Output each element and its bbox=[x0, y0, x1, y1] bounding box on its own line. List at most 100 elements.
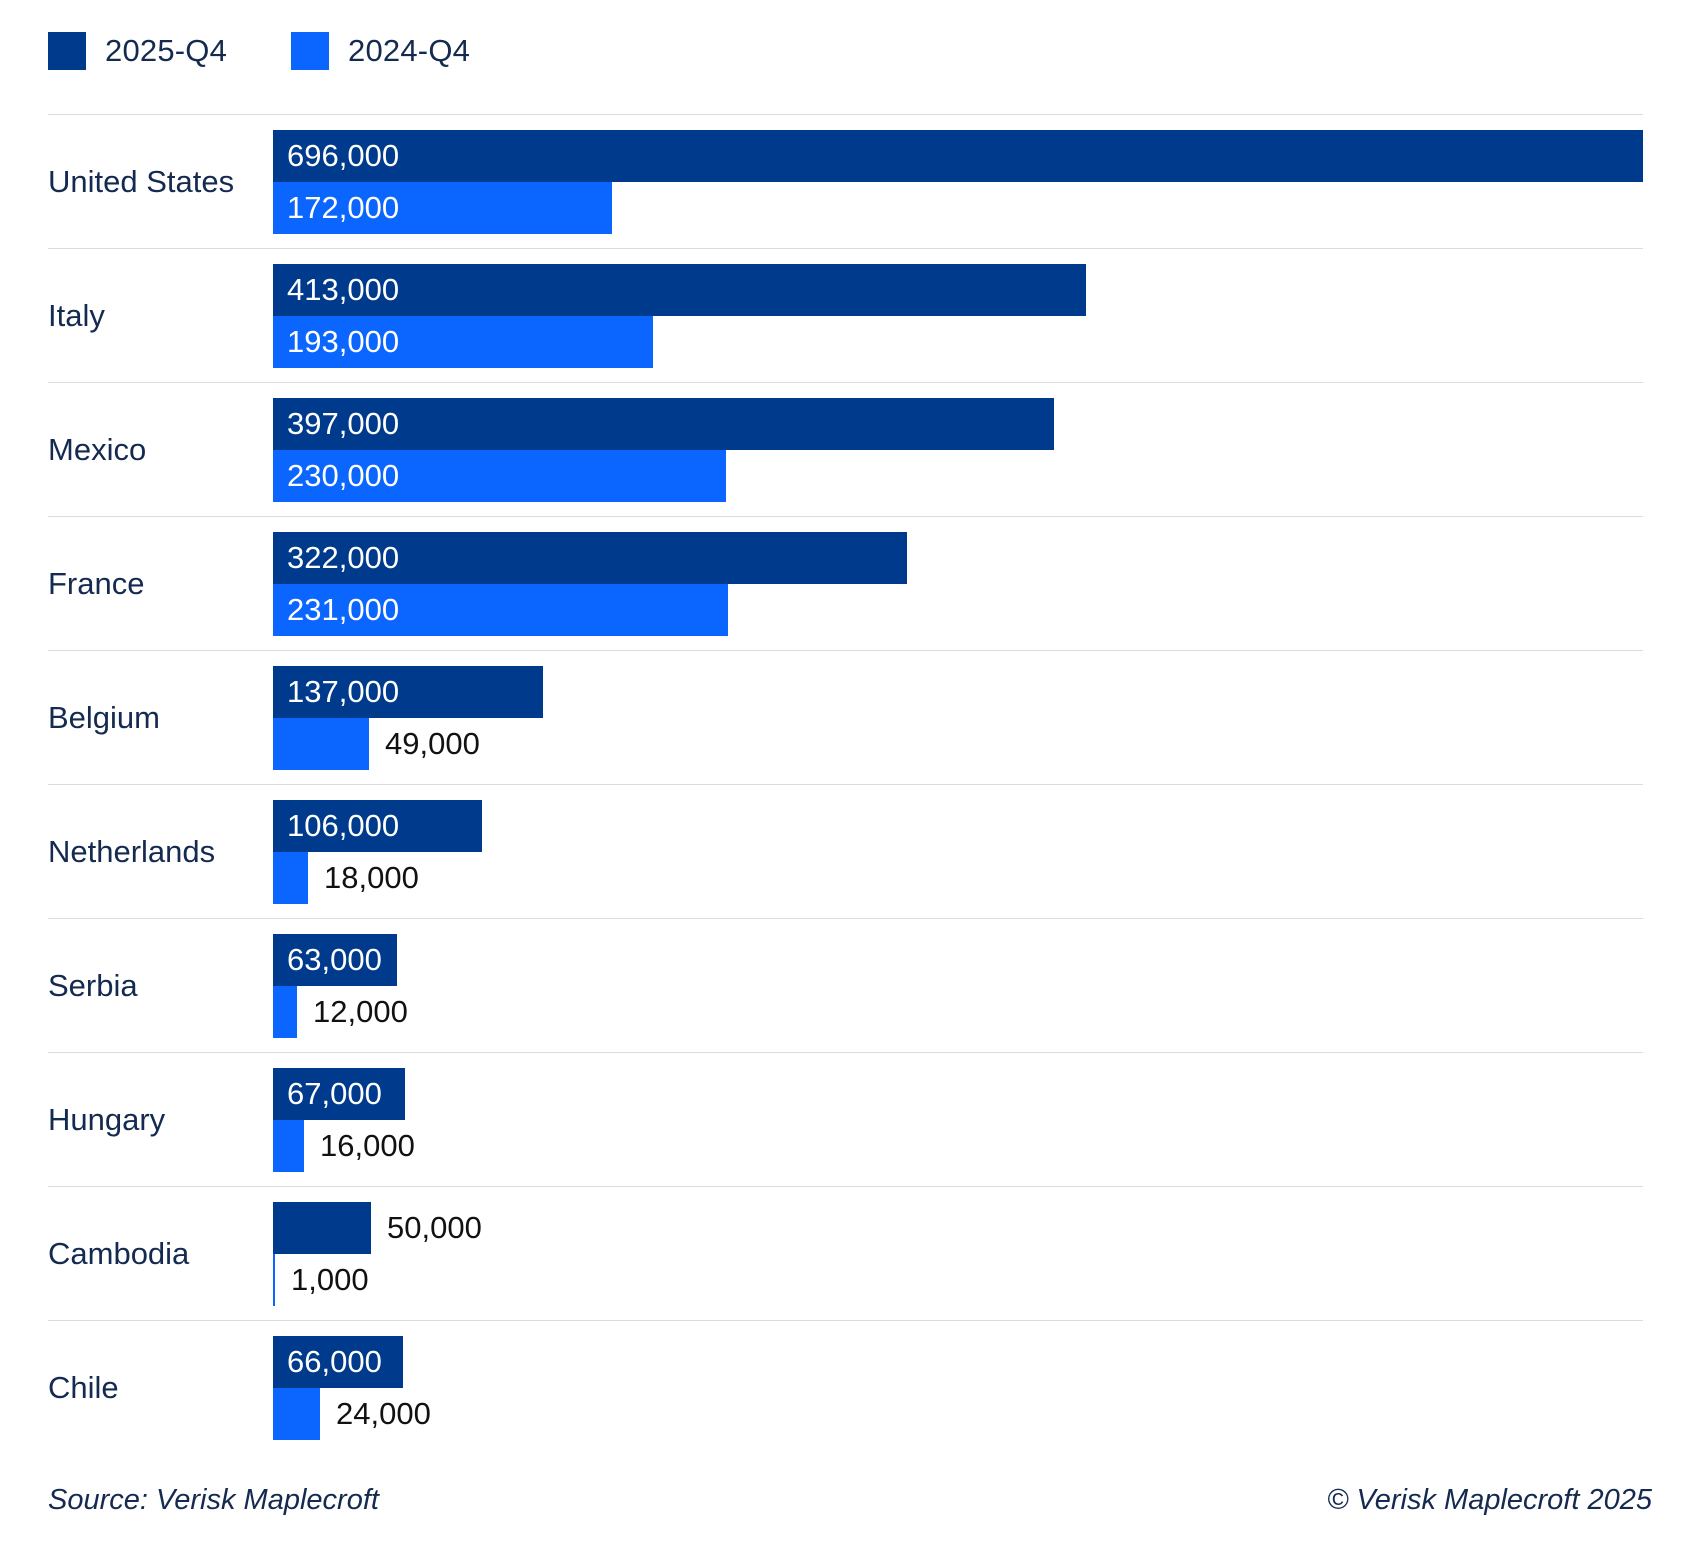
bar-2025-q4 bbox=[273, 1201, 371, 1254]
value-label: 50,000 bbox=[387, 1209, 482, 1245]
bar-line: 413,000 bbox=[273, 263, 1643, 316]
chart-row: Mexico 397,000 230,000 bbox=[48, 382, 1643, 516]
grouped-bar-chart: United States 696,000 172,000 Italy 413,000 1… bbox=[48, 114, 1643, 1454]
chart-row: United States 696,000 172,000 bbox=[48, 114, 1643, 248]
bar-line: 696,000 bbox=[273, 129, 1643, 182]
bar-group: 66,000 24,000 bbox=[273, 1335, 1643, 1440]
value-label: 63,000 bbox=[287, 941, 382, 977]
value-label: 106,000 bbox=[287, 807, 400, 843]
bar-line: 63,000 bbox=[273, 933, 1643, 986]
chart-footer: Source: Verisk Maplecroft © Verisk Maple… bbox=[48, 1484, 1652, 1517]
bar-line: 397,000 bbox=[273, 397, 1643, 450]
category-label: Mexico bbox=[48, 431, 147, 467]
bar-line: 230,000 bbox=[273, 449, 1643, 502]
bar-line: 49,000 bbox=[273, 717, 1643, 770]
chart-row: Italy 413,000 193,000 bbox=[48, 248, 1643, 382]
value-label: 172,000 bbox=[287, 189, 400, 225]
bar-2025-q4: 397,000 bbox=[273, 397, 1054, 450]
legend-swatch-2025-q4 bbox=[48, 32, 86, 70]
bar-2025-q4: 67,000 bbox=[273, 1067, 405, 1120]
value-label: 66,000 bbox=[287, 1343, 382, 1379]
bar-2025-q4: 63,000 bbox=[273, 933, 397, 986]
category-label: Chile bbox=[48, 1369, 119, 1405]
bar-line: 12,000 bbox=[273, 985, 1643, 1038]
bar-group: 106,000 18,000 bbox=[273, 799, 1643, 904]
chart-row: Chile 66,000 24,000 bbox=[48, 1320, 1643, 1454]
value-label: 24,000 bbox=[336, 1395, 431, 1431]
bar-group: 50,000 1,000 bbox=[273, 1201, 1643, 1306]
bar-group: 322,000 231,000 bbox=[273, 531, 1643, 636]
bar-2024-q4: 193,000 bbox=[273, 315, 653, 368]
bar-2025-q4: 322,000 bbox=[273, 531, 907, 584]
legend-item-2024-q4: 2024-Q4 bbox=[291, 32, 470, 70]
value-label: 696,000 bbox=[287, 137, 400, 173]
value-label: 67,000 bbox=[287, 1075, 382, 1111]
bar-line: 322,000 bbox=[273, 531, 1643, 584]
value-label: 18,000 bbox=[324, 859, 419, 895]
bar-line: 231,000 bbox=[273, 583, 1643, 636]
bar-2024-q4 bbox=[273, 1253, 275, 1306]
value-label: 49,000 bbox=[385, 725, 480, 761]
legend-item-2025-q4: 2025-Q4 bbox=[48, 32, 227, 70]
bar-line: 50,000 bbox=[273, 1201, 1643, 1254]
chart-legend: 2025-Q4 2024-Q4 bbox=[0, 0, 1700, 72]
bar-line: 16,000 bbox=[273, 1119, 1643, 1172]
bar-line: 24,000 bbox=[273, 1387, 1643, 1440]
value-label: 16,000 bbox=[320, 1127, 415, 1163]
category-label: Italy bbox=[48, 297, 105, 333]
value-label: 137,000 bbox=[287, 673, 400, 709]
category-label: Netherlands bbox=[48, 833, 216, 869]
value-label: 230,000 bbox=[287, 457, 400, 493]
bar-group: 696,000 172,000 bbox=[273, 129, 1643, 234]
value-label: 193,000 bbox=[287, 323, 400, 359]
bar-line: 18,000 bbox=[273, 851, 1643, 904]
chart-row: Cambodia 50,000 1,000 bbox=[48, 1186, 1643, 1320]
bar-line: 106,000 bbox=[273, 799, 1643, 852]
bar-2024-q4 bbox=[273, 851, 308, 904]
legend-label-2025-q4: 2025-Q4 bbox=[105, 33, 228, 68]
bar-2024-q4 bbox=[273, 717, 369, 770]
bar-group: 397,000 230,000 bbox=[273, 397, 1643, 502]
legend-label-2024-q4: 2024-Q4 bbox=[348, 33, 471, 68]
bar-line: 67,000 bbox=[273, 1067, 1643, 1120]
bar-2024-q4 bbox=[273, 1387, 320, 1440]
category-label: Serbia bbox=[48, 967, 138, 1003]
bar-group: 413,000 193,000 bbox=[273, 263, 1643, 368]
bar-line: 66,000 bbox=[273, 1335, 1643, 1388]
bar-2025-q4: 413,000 bbox=[273, 263, 1086, 316]
bar-group: 63,000 12,000 bbox=[273, 933, 1643, 1038]
category-label: France bbox=[48, 565, 145, 601]
bar-2025-q4: 696,000 bbox=[273, 129, 1643, 182]
category-label: United States bbox=[48, 163, 235, 199]
bar-line: 193,000 bbox=[273, 315, 1643, 368]
bar-line: 1,000 bbox=[273, 1253, 1643, 1306]
bar-2024-q4 bbox=[273, 985, 297, 1038]
chart-row: Belgium 137,000 49,000 bbox=[48, 650, 1643, 784]
bar-2025-q4: 106,000 bbox=[273, 799, 482, 852]
value-label: 413,000 bbox=[287, 271, 400, 307]
bar-line: 172,000 bbox=[273, 181, 1643, 234]
chart-row: France 322,000 231,000 bbox=[48, 516, 1643, 650]
bar-2025-q4: 137,000 bbox=[273, 665, 543, 718]
bar-2024-q4: 230,000 bbox=[273, 449, 726, 502]
bar-2024-q4: 231,000 bbox=[273, 583, 728, 636]
category-label: Cambodia bbox=[48, 1235, 190, 1271]
value-label: 322,000 bbox=[287, 539, 400, 575]
source-attribution: Source: Verisk Maplecroft bbox=[48, 1484, 379, 1516]
legend-swatch-2024-q4 bbox=[291, 32, 330, 70]
bar-2024-q4 bbox=[273, 1119, 304, 1172]
copyright-notice: © Verisk Maplecroft 2025 bbox=[1327, 1484, 1652, 1516]
chart-row: Hungary 67,000 16,000 bbox=[48, 1052, 1643, 1186]
chart-row: Netherlands 106,000 18,000 bbox=[48, 784, 1643, 918]
category-label: Hungary bbox=[48, 1101, 166, 1137]
bar-2025-q4: 66,000 bbox=[273, 1335, 403, 1388]
value-label: 397,000 bbox=[287, 405, 400, 441]
bar-line: 137,000 bbox=[273, 665, 1643, 718]
value-label: 231,000 bbox=[287, 591, 400, 627]
value-label: 1,000 bbox=[291, 1261, 369, 1297]
bar-group: 137,000 49,000 bbox=[273, 665, 1643, 770]
category-label: Belgium bbox=[48, 699, 160, 735]
value-label: 12,000 bbox=[313, 993, 408, 1029]
bar-group: 67,000 16,000 bbox=[273, 1067, 1643, 1172]
bar-2024-q4: 172,000 bbox=[273, 181, 612, 234]
